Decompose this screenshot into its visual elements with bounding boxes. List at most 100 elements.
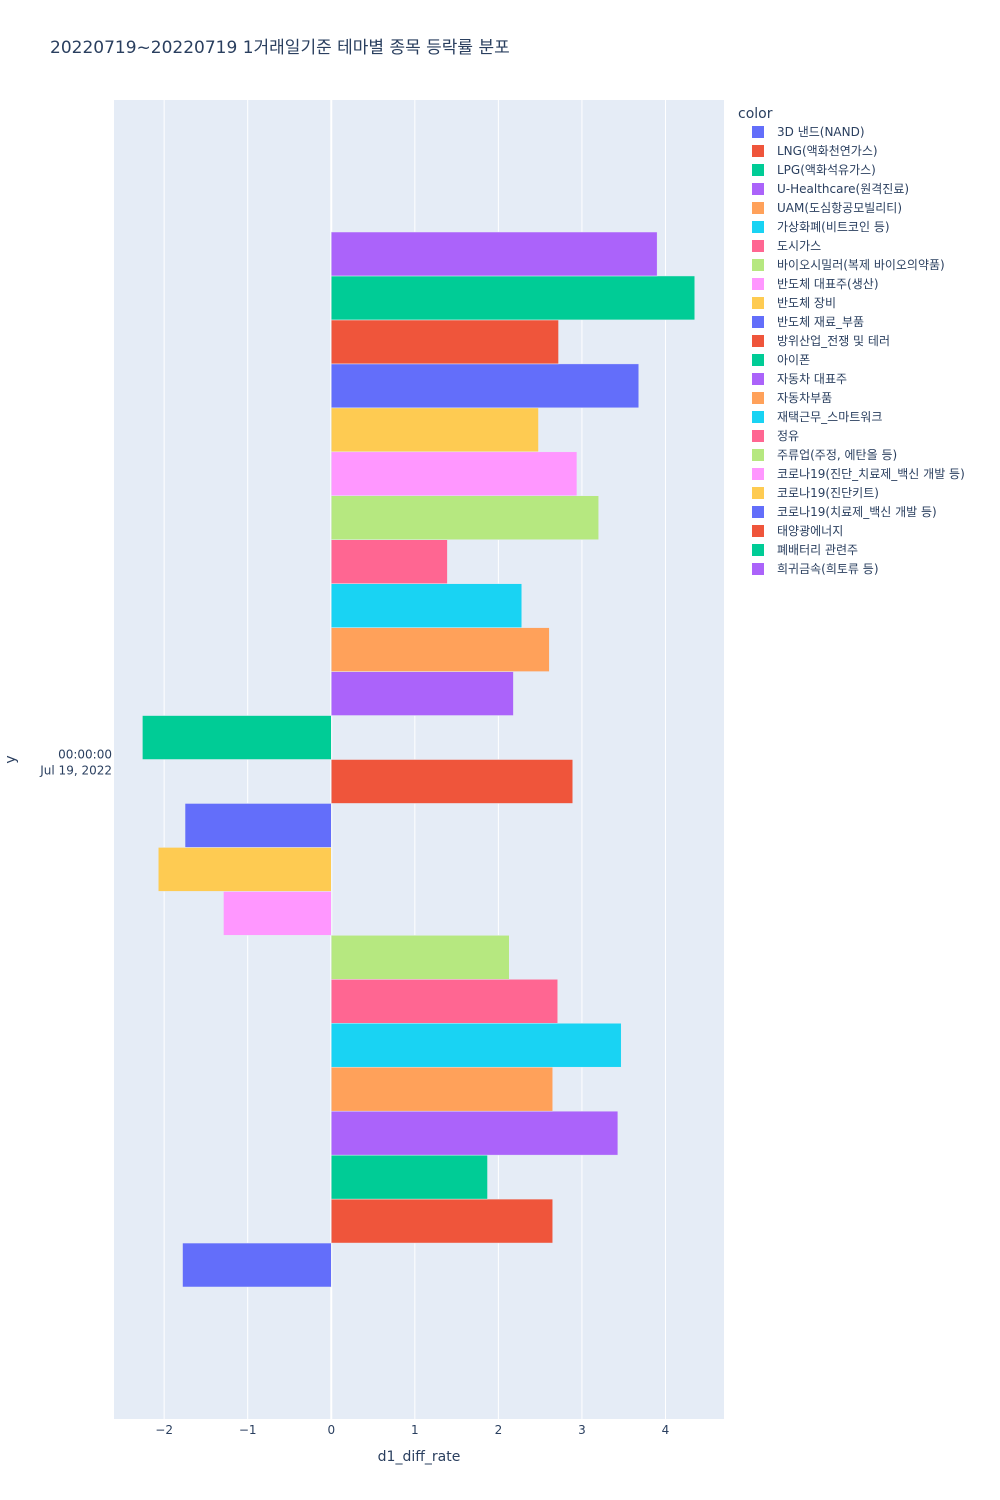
legend-swatch bbox=[752, 316, 764, 328]
bar-17[interactable] bbox=[331, 539, 448, 584]
bar-20[interactable] bbox=[331, 407, 539, 453]
bar-10[interactable] bbox=[158, 847, 332, 892]
legend-item[interactable]: 코로나19(진단_치료제_백신 개발 등) bbox=[752, 467, 965, 481]
legend-item[interactable]: 도시가스 bbox=[752, 239, 821, 253]
legend-label: 코로나19(치료제_백신 개발 등) bbox=[777, 505, 937, 519]
legend-label: LNG(액화천연가스) bbox=[777, 143, 878, 158]
legend-label: 바이오시밀러(복제 바이오의약품) bbox=[777, 257, 945, 272]
legend-item[interactable]: 희귀금속(희토류 등) bbox=[752, 562, 879, 576]
bar-21[interactable] bbox=[331, 363, 640, 409]
legend-label: 반도체 재료_부품 bbox=[777, 315, 864, 329]
bar-7[interactable] bbox=[331, 979, 558, 1024]
legend-label: UAM(도심항공모빌리티) bbox=[777, 201, 902, 215]
legend-label: 반도체 장비 bbox=[777, 296, 836, 310]
legend-swatch bbox=[752, 449, 764, 461]
legend-label: 방위산업_전쟁 및 테러 bbox=[777, 334, 890, 348]
bar-3[interactable] bbox=[331, 1154, 488, 1200]
bar-19[interactable] bbox=[331, 451, 578, 496]
legend-item[interactable]: 아이폰 bbox=[752, 353, 810, 367]
legend-item[interactable]: 주류업(주정, 에탄올 등) bbox=[752, 448, 897, 462]
legend-swatch bbox=[752, 145, 764, 157]
bar-1[interactable] bbox=[182, 1242, 332, 1288]
legend-label: 태양광에너지 bbox=[777, 524, 843, 538]
legend-item[interactable]: 재택근무_스마트워크 bbox=[752, 410, 882, 424]
legend-label: 코로나19(진단_치료제_백신 개발 등) bbox=[777, 467, 965, 481]
x-axis-ticks: −2 −1 0 1 2 3 4 bbox=[155, 1423, 669, 1437]
legend-swatch bbox=[752, 392, 764, 404]
legend-item[interactable]: 반도체 재료_부품 bbox=[752, 315, 864, 329]
legend-item[interactable]: LPG(액화석유가스) bbox=[752, 163, 876, 177]
legend-swatch bbox=[752, 126, 764, 138]
bar-9[interactable] bbox=[223, 891, 332, 936]
legend-item[interactable]: 방위산업_전쟁 및 테러 bbox=[752, 334, 890, 348]
legend-item[interactable]: 자동차 대표주 bbox=[752, 372, 847, 386]
legend-label: 폐배터리 관련주 bbox=[777, 543, 858, 557]
legend-swatch bbox=[752, 411, 764, 423]
legend-label: 반도체 대표주(생산) bbox=[777, 277, 879, 291]
x-tick-label: 2 bbox=[495, 1423, 503, 1437]
legend-label: 주류업(주정, 에탄올 등) bbox=[777, 448, 897, 462]
legend-item[interactable]: UAM(도심항공모빌리티) bbox=[752, 201, 902, 215]
legend-swatch bbox=[752, 202, 764, 214]
legend-item[interactable]: U-Healthcare(원격진료) bbox=[752, 182, 909, 196]
bar-22[interactable] bbox=[331, 319, 559, 365]
legend-swatch bbox=[752, 468, 764, 480]
x-axis-title: d1_diff_rate bbox=[378, 1449, 461, 1465]
bar-13[interactable] bbox=[142, 715, 332, 760]
legend-item[interactable]: 가상화폐(비트코인 등) bbox=[752, 220, 890, 234]
legend-label: 가상화폐(비트코인 등) bbox=[777, 220, 890, 234]
legend-label: 자동차부품 bbox=[777, 391, 832, 405]
legend-label: 도시가스 bbox=[777, 239, 821, 253]
legend-item[interactable]: 자동차부품 bbox=[752, 391, 832, 405]
legend-swatch bbox=[752, 259, 764, 271]
y-tick-label: 00:00:00 bbox=[58, 748, 112, 762]
legend-item[interactable]: 코로나19(치료제_백신 개발 등) bbox=[752, 505, 937, 519]
chart-title: 20220719~20220719 1거래일기준 테마별 종목 등락률 분포 bbox=[50, 38, 510, 58]
bar-16[interactable] bbox=[331, 583, 523, 628]
bar-24[interactable] bbox=[331, 231, 658, 277]
legend-label: 재택근무_스마트워크 bbox=[777, 410, 882, 424]
legend-swatch bbox=[752, 335, 764, 347]
bar-18[interactable] bbox=[331, 495, 599, 540]
legend-label: 정유 bbox=[777, 429, 799, 443]
legend-item[interactable]: 코로나19(진단키트) bbox=[752, 486, 879, 500]
legend-item[interactable]: 3D 낸드(NAND) bbox=[752, 125, 865, 139]
y-axis-title: y bbox=[3, 755, 19, 763]
bar-8[interactable] bbox=[331, 935, 510, 980]
legend-label: LPG(액화석유가스) bbox=[777, 163, 876, 177]
legend-swatch bbox=[752, 506, 764, 518]
legend-swatch bbox=[752, 487, 764, 499]
legend-swatch bbox=[752, 373, 764, 385]
bar-11[interactable] bbox=[184, 803, 332, 848]
y-tick-label: Jul 19, 2022 bbox=[39, 764, 112, 778]
bar-6[interactable] bbox=[331, 1023, 622, 1068]
bar-2[interactable] bbox=[331, 1198, 553, 1244]
legend-item[interactable]: 정유 bbox=[752, 429, 799, 443]
legend-item[interactable]: 바이오시밀러(복제 바이오의약품) bbox=[752, 257, 945, 272]
legend-item[interactable]: 태양광에너지 bbox=[752, 524, 843, 538]
legend-label: 희귀금속(희토류 등) bbox=[777, 562, 879, 576]
legend[interactable]: color 3D 낸드(NAND) LNG(액화천연가스) LPG(액화석유가스) U-… bbox=[738, 106, 965, 576]
legend-item[interactable]: 반도체 장비 bbox=[752, 296, 836, 310]
legend-title: color bbox=[738, 106, 773, 122]
legend-swatch bbox=[752, 297, 764, 309]
bar-5[interactable] bbox=[331, 1066, 553, 1112]
legend-label: 아이폰 bbox=[777, 353, 810, 367]
legend-swatch bbox=[752, 430, 764, 442]
legend-swatch bbox=[752, 544, 764, 556]
legend-item[interactable]: 반도체 대표주(생산) bbox=[752, 277, 879, 291]
legend-label: 자동차 대표주 bbox=[777, 372, 847, 386]
bar-12[interactable] bbox=[331, 759, 574, 804]
legend-item[interactable]: 폐배터리 관련주 bbox=[752, 543, 858, 557]
bar-14[interactable] bbox=[331, 671, 514, 716]
y-axis-labels: 00:00:00 Jul 19, 2022 bbox=[39, 748, 112, 778]
legend-item[interactable]: LNG(액화천연가스) bbox=[752, 143, 878, 158]
bar-4[interactable] bbox=[331, 1110, 619, 1156]
bars bbox=[142, 231, 696, 1288]
legend-swatch bbox=[752, 164, 764, 176]
bar-15[interactable] bbox=[331, 627, 550, 672]
legend-swatch bbox=[752, 563, 764, 575]
legend-swatch bbox=[752, 183, 764, 195]
bar-23[interactable] bbox=[331, 275, 696, 321]
